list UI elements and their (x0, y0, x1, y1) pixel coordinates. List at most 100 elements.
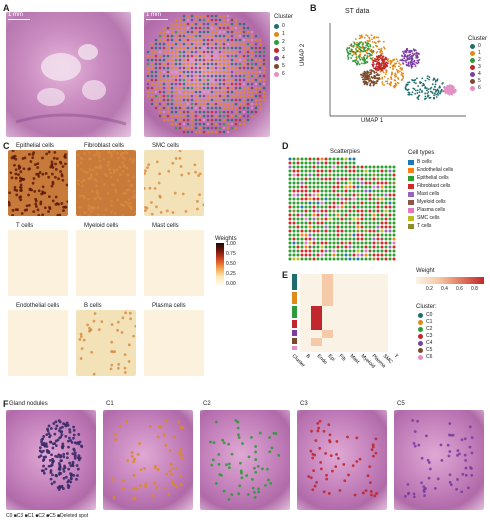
spot (206, 14, 210, 18)
scatterpie (344, 197, 348, 201)
scatterpie (332, 229, 336, 233)
spot (250, 102, 254, 106)
spot (190, 42, 194, 46)
scatterpie (320, 225, 324, 229)
scatterpie (372, 189, 376, 193)
scatterpie (392, 257, 396, 261)
legend-label: Myeloid cells (417, 199, 446, 205)
scatterpie (340, 221, 344, 225)
spot (154, 42, 158, 46)
scatterpie (320, 217, 324, 221)
umap-point (380, 52, 383, 55)
umap-point (450, 88, 453, 91)
spot (206, 118, 210, 122)
scatterpie (300, 169, 304, 173)
scatterpie (380, 209, 384, 213)
umap-point (405, 51, 408, 53)
scatterpie (376, 205, 380, 209)
spot (246, 78, 250, 82)
spot (190, 90, 194, 94)
highlight-spots (403, 418, 474, 499)
spot (174, 94, 178, 98)
scatterpie (364, 197, 368, 201)
scatterpie (312, 205, 316, 209)
spot (222, 50, 226, 54)
scatterpie (388, 205, 392, 209)
legend-label: C1 (426, 319, 433, 325)
spot (238, 26, 242, 30)
legend-item: Myeloid cells (408, 199, 446, 205)
spot (194, 126, 198, 130)
spot (214, 50, 218, 54)
legend-swatch (408, 183, 414, 189)
umap-point (349, 52, 352, 55)
scatterpie (340, 249, 344, 253)
umap-point (368, 71, 370, 74)
umap-point (384, 80, 387, 83)
scatterpie (368, 209, 372, 213)
spot (158, 114, 162, 118)
spot (262, 98, 266, 102)
legend-swatch (418, 312, 423, 318)
umap-point (381, 81, 384, 83)
scatterpie (356, 193, 360, 197)
spot (234, 38, 238, 42)
scatterpie (340, 181, 344, 185)
spot (226, 114, 230, 118)
spot (166, 26, 170, 30)
spot (194, 106, 198, 110)
spot (262, 54, 266, 58)
scatterpie (380, 177, 384, 181)
spot (246, 106, 250, 110)
umap-point (448, 93, 451, 96)
umap-point (370, 80, 373, 83)
scatterpie (360, 221, 364, 225)
spot (154, 82, 158, 86)
spot (210, 118, 214, 122)
legend-item: 4 (274, 55, 285, 61)
umap-point (408, 81, 411, 84)
scatterpie (296, 225, 300, 229)
spot (190, 38, 194, 42)
umap-point (392, 59, 395, 61)
legend-item: C6 (418, 354, 432, 360)
spot (210, 106, 214, 110)
legend-swatch (274, 31, 279, 37)
umap-point (368, 37, 371, 40)
umap-point (364, 41, 367, 44)
scatterpie (308, 217, 312, 221)
umap-point (375, 55, 378, 58)
umap-point (370, 69, 373, 72)
scatterpie (380, 221, 384, 225)
umap-point (372, 80, 375, 83)
cell-weight-map (8, 230, 68, 296)
scatterpie (352, 157, 356, 161)
spot (234, 86, 238, 90)
spot (238, 82, 242, 86)
umap-point (352, 50, 355, 53)
umap-point (407, 64, 410, 67)
scatterpie (304, 185, 308, 189)
scatterpie (372, 197, 376, 201)
highlight-spots (37, 419, 84, 491)
spot (218, 26, 222, 30)
umap-title: ST data (345, 8, 370, 15)
scatterpie (368, 225, 372, 229)
spot (182, 110, 186, 114)
scatterpie (328, 193, 332, 197)
spot (190, 86, 194, 90)
scatterpie (300, 177, 304, 181)
spot (182, 30, 186, 34)
spot (214, 46, 218, 50)
umap-point (381, 76, 384, 79)
spot (246, 86, 250, 90)
umap-point (367, 45, 370, 48)
umap-point (360, 41, 363, 44)
spot (226, 14, 230, 18)
gland-map-title: C2 (203, 401, 211, 407)
scatterpie (300, 213, 304, 217)
umap-point (382, 71, 385, 74)
spot (158, 30, 162, 34)
legend-label: 6 (478, 85, 481, 91)
spot (258, 102, 262, 106)
